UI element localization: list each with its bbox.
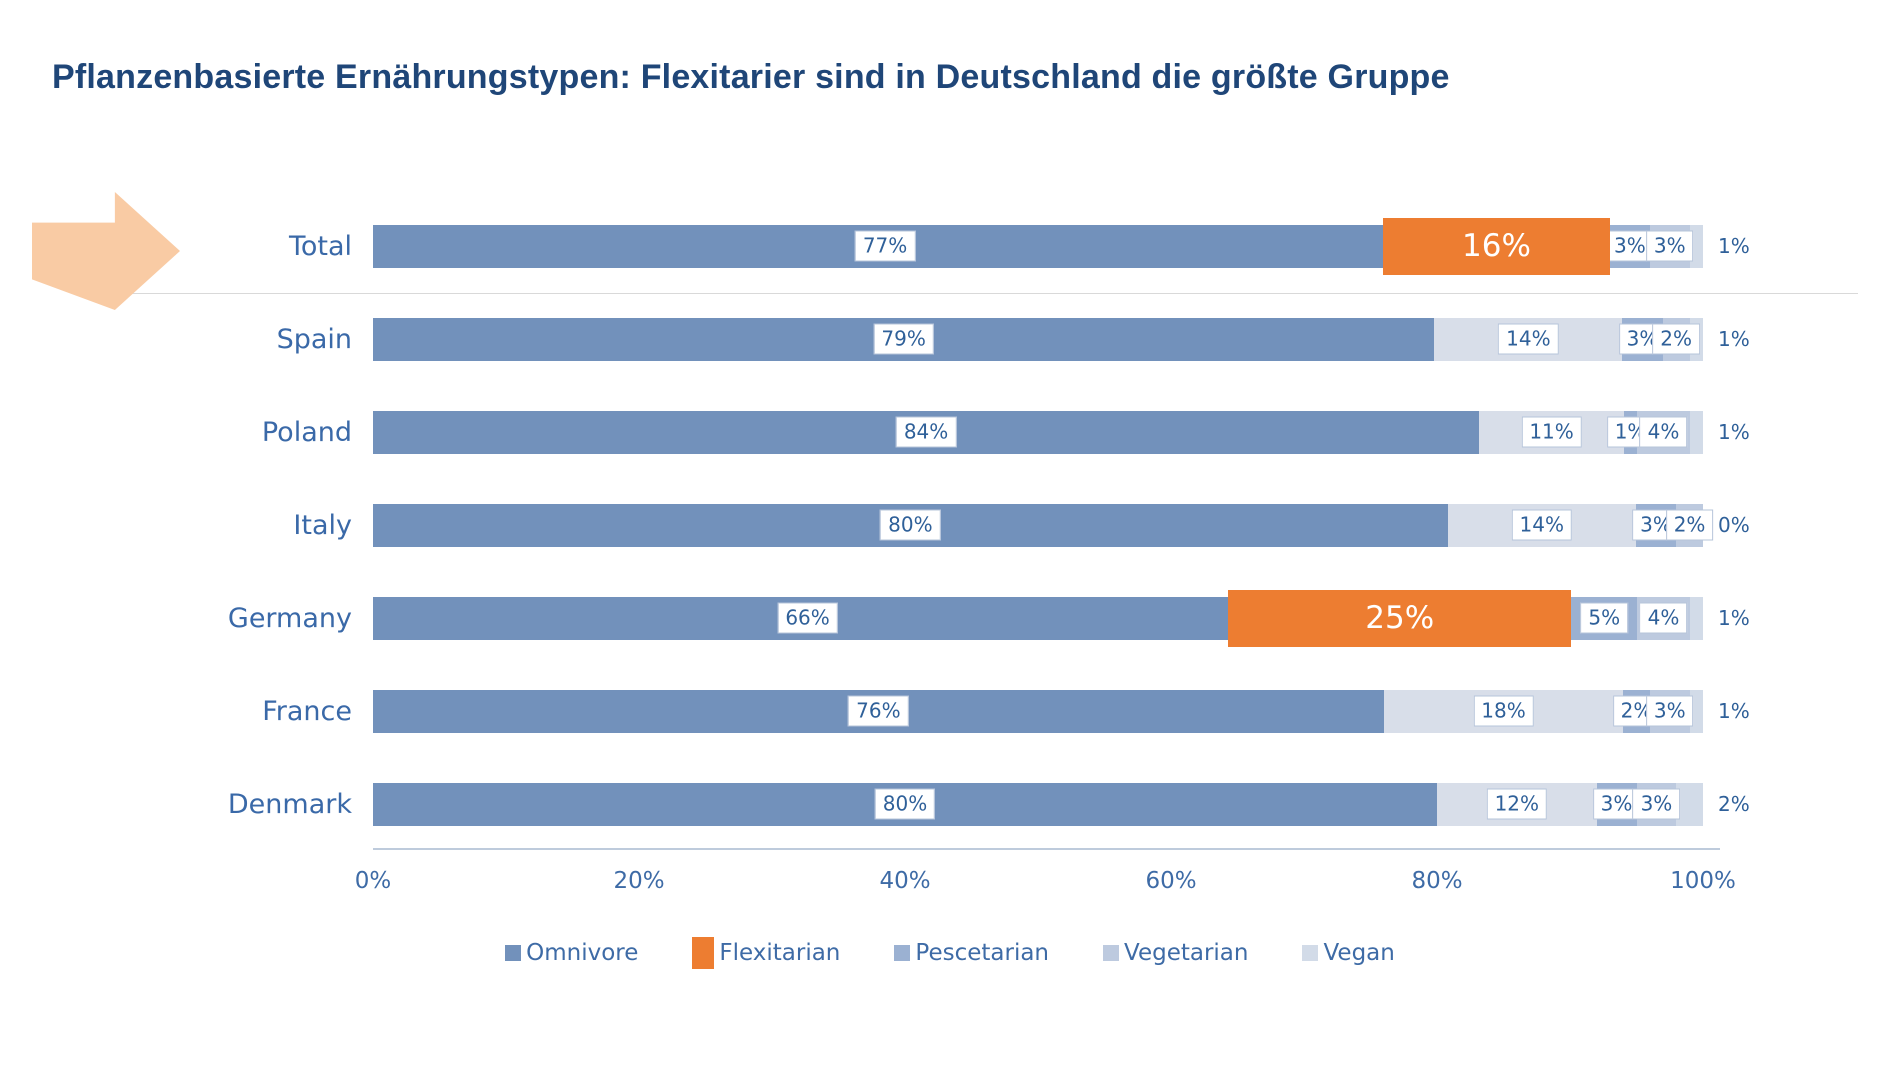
chart-row-poland: Poland 84% 11% 1% 4% 1% xyxy=(0,410,1900,454)
row-label-spain: Spain xyxy=(276,323,352,355)
segment-value-label-omnivore-denmark: 80% xyxy=(874,788,936,820)
segment-value-label-flexitarian-france: 18% xyxy=(1473,695,1534,727)
segment-value-label-vegetarian-italy: 2% xyxy=(1665,509,1714,541)
row-label-france: France xyxy=(262,695,352,727)
chart-row-germany: Germany 66% 25% 5% 4% 1% xyxy=(0,589,1900,647)
segment-value-label-vegetarian-poland: 4% xyxy=(1639,416,1688,448)
segment-value-label-pescetarian-denmark: 3% xyxy=(1592,788,1641,820)
segment-value-label-flexitarian-italy: 14% xyxy=(1511,509,1573,541)
segment-value-label-omnivore-italy: 80% xyxy=(880,509,941,541)
segment-value-label-omnivore-france: 76% xyxy=(848,695,909,727)
row-label-germany: Germany xyxy=(227,602,352,634)
segment-value-label-vegetarian-denmark: 3% xyxy=(1632,788,1681,820)
legend-label-vegan: Vegan xyxy=(1323,940,1395,966)
segment-vegan-poland xyxy=(1689,410,1703,454)
chart-row-spain: Spain 79% 14% 3% 2% 1% xyxy=(0,317,1900,361)
segment-value-label-pescetarian-germany: 5% xyxy=(1580,602,1629,634)
legend-item-flexitarian: Flexitarian xyxy=(692,937,840,969)
segment-value-label-omnivore-total: 77% xyxy=(854,230,916,262)
segment-flexitarian-total: 16% xyxy=(1383,217,1610,275)
row-label-total: Total xyxy=(288,230,352,262)
segment-value-label-flexitarian-germany: 25% xyxy=(1228,589,1572,647)
bar-track-italy: 80% 14% 3% 2% 0% xyxy=(373,503,1750,547)
segment-vegan-denmark xyxy=(1676,782,1703,826)
chart-title: Pflanzenbasierte Ernährungstypen: Flexit… xyxy=(52,58,1450,96)
legend-swatch-vegetarian-icon xyxy=(1103,945,1119,961)
legend-item-vegan: Vegan xyxy=(1302,940,1395,966)
legend-swatch-vegan-icon xyxy=(1302,945,1319,961)
segment-value-label-vegan-italy: 0% xyxy=(1718,513,1750,537)
segment-value-label-pescetarian-total: 3% xyxy=(1605,230,1654,262)
bar-track-denmark: 80% 12% 3% 3% 2% xyxy=(373,782,1750,826)
segment-value-label-omnivore-spain: 79% xyxy=(873,323,934,355)
x-tick-100pct: 100% xyxy=(1670,868,1736,894)
segment-value-label-flexitarian-total: 16% xyxy=(1383,217,1610,275)
x-tick-80pct: 80% xyxy=(1411,868,1463,894)
x-tick-0pct: 0% xyxy=(354,868,392,894)
bar-track-poland: 84% 11% 1% 4% 1% xyxy=(373,410,1750,454)
chart-row-italy: Italy 80% 14% 3% 2% 0% xyxy=(0,503,1900,547)
x-tick-20pct: 20% xyxy=(613,868,665,894)
segment-vegan-germany xyxy=(1689,596,1703,640)
legend-label-flexitarian: Flexitarian xyxy=(719,940,841,966)
segment-value-label-vegetarian-spain: 2% xyxy=(1652,323,1700,355)
segment-value-label-vegetarian-total: 3% xyxy=(1645,230,1694,262)
legend-label-pescetarian: Pescetarian xyxy=(915,940,1049,966)
legend-label-vegetarian: Vegetarian xyxy=(1124,940,1249,966)
bar-track-germany: 66% 25% 5% 4% 1% xyxy=(373,589,1750,647)
row-label-poland: Poland xyxy=(261,416,352,448)
total-separator-line xyxy=(100,293,1858,294)
legend-label-omnivore: Omnivore xyxy=(526,940,639,966)
segment-value-label-omnivore-poland: 84% xyxy=(895,416,957,448)
segment-value-label-vegan-france: 1% xyxy=(1718,699,1750,723)
chart-row-total: Total 77% 16% 3% 3% 1% xyxy=(0,217,1900,275)
x-tick-60pct: 60% xyxy=(1145,868,1197,894)
bar-track-spain: 79% 14% 3% 2% 1% xyxy=(373,317,1750,361)
row-label-denmark: Denmark xyxy=(227,788,352,820)
segment-value-label-vegetarian-france: 3% xyxy=(1645,695,1694,727)
x-axis-line xyxy=(373,848,1720,850)
chart-row-france: France 76% 18% 2% 3% 1% xyxy=(0,689,1900,733)
x-tick-40pct: 40% xyxy=(879,868,931,894)
segment-value-label-flexitarian-poland: 11% xyxy=(1521,416,1582,448)
segment-value-label-flexitarian-spain: 14% xyxy=(1498,323,1559,355)
segment-value-label-vegan-poland: 1% xyxy=(1718,420,1750,444)
segment-value-label-omnivore-germany: 66% xyxy=(777,602,838,634)
bar-track-total: 77% 16% 3% 3% 1% xyxy=(373,217,1750,275)
segment-value-label-flexitarian-denmark: 12% xyxy=(1486,788,1548,820)
legend-item-omnivore: Omnivore xyxy=(505,940,638,966)
legend-swatch-omnivore-icon xyxy=(505,945,522,961)
legend-item-vegetarian: Vegetarian xyxy=(1103,940,1248,966)
chart-row-denmark: Denmark 80% 12% 3% 3% 2% xyxy=(0,782,1900,826)
segment-value-label-vegetarian-germany: 4% xyxy=(1639,602,1688,634)
segment-value-label-vegan-spain: 1% xyxy=(1718,327,1750,351)
segment-flexitarian-germany: 25% xyxy=(1228,589,1572,647)
legend-swatch-flexitarian-icon xyxy=(692,937,715,969)
legend-swatch-pescetarian-icon xyxy=(894,945,911,961)
row-label-italy: Italy xyxy=(293,509,352,541)
segment-value-label-vegan-denmark: 2% xyxy=(1718,792,1750,816)
segment-value-label-vegan-total: 1% xyxy=(1718,234,1750,258)
legend: Omnivore Flexitarian Pescetarian Vegetarian… xyxy=(0,930,1900,976)
bar-track-france: 76% 18% 2% 3% 1% xyxy=(373,689,1750,733)
segment-value-label-vegan-germany: 1% xyxy=(1718,606,1750,630)
legend-item-pescetarian: Pescetarian xyxy=(894,940,1049,966)
